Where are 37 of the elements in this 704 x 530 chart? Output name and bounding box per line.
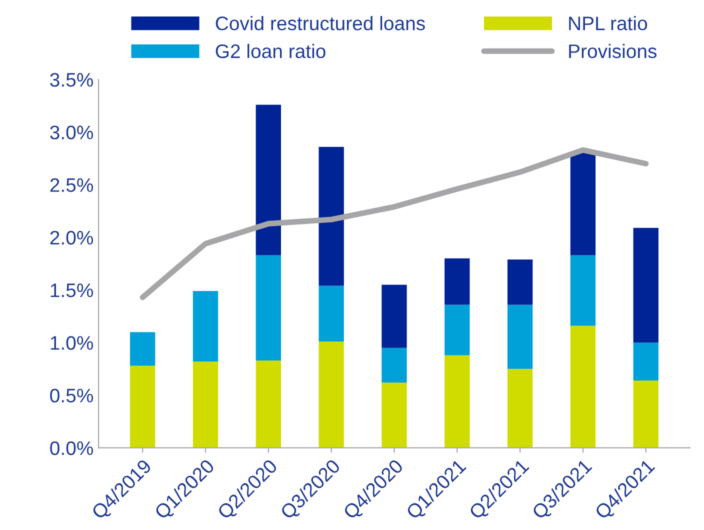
bar	[192, 291, 218, 362]
bar	[633, 342, 658, 380]
bar	[570, 326, 596, 448]
bar	[318, 342, 344, 448]
bar	[633, 228, 658, 343]
bar	[130, 332, 156, 366]
legend-label: Covid restructured loans	[216, 16, 425, 30]
bar	[507, 304, 533, 369]
bar	[256, 255, 281, 360]
bar	[570, 152, 596, 256]
bar	[444, 258, 470, 305]
y-tick-label: 0.0%	[50, 441, 94, 456]
bar	[444, 304, 470, 356]
y-tick-label: 2.5%	[50, 178, 94, 192]
bar	[507, 259, 533, 305]
bar	[382, 348, 407, 383]
y-tick-label: 0.5%	[50, 388, 94, 402]
y-tick-label: 1.0%	[50, 336, 94, 350]
y-tick-label: 1.5%	[50, 284, 94, 298]
bar	[192, 362, 218, 448]
legend-label: G2 loan ratio	[216, 44, 326, 58]
legend-label: Provisions	[569, 44, 657, 58]
bar	[256, 360, 281, 448]
y-tick-label: 3.0%	[50, 126, 94, 140]
legend-label: NPL ratio	[569, 16, 648, 30]
bar	[570, 255, 596, 326]
bar	[382, 382, 407, 448]
bar	[382, 284, 407, 348]
bar	[444, 355, 470, 448]
bar	[256, 104, 281, 256]
bar	[130, 366, 156, 448]
y-tick-label: 2.0%	[50, 230, 94, 245]
y-tick-label: 3.5%	[50, 72, 94, 87]
bar	[507, 368, 533, 448]
bar	[318, 146, 344, 286]
bar	[633, 380, 658, 448]
bar	[318, 286, 344, 342]
